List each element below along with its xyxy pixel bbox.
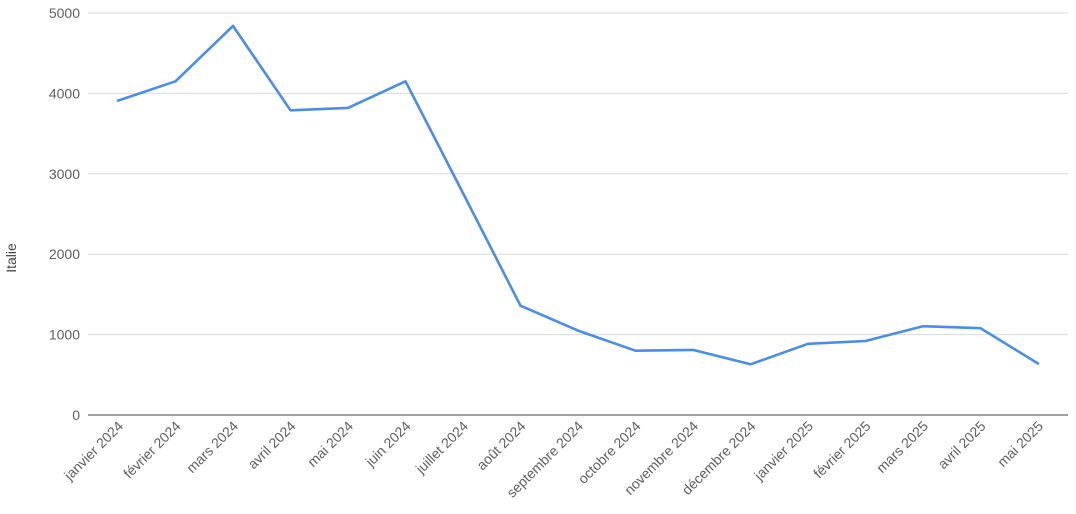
gridlines xyxy=(88,12,1068,416)
y-tick-label: 1000 xyxy=(49,327,80,343)
x-tick-label: mars 2025 xyxy=(873,418,931,476)
x-tick-label: mars 2024 xyxy=(183,418,241,476)
x-tick-label: février 2025 xyxy=(810,418,874,482)
x-tick-label: août 2024 xyxy=(473,418,529,474)
y-axis-title: Italie xyxy=(3,243,19,273)
x-tick-label: juin 2024 xyxy=(361,418,413,470)
x-tick-label: février 2024 xyxy=(120,418,184,482)
y-tick-label: 2000 xyxy=(49,246,80,262)
y-tick-label: 3000 xyxy=(49,166,80,182)
x-tick-label: janvier 2024 xyxy=(60,418,126,484)
x-tick-label: avril 2024 xyxy=(244,418,298,472)
x-tick-label: mai 2024 xyxy=(304,418,356,470)
y-tick-label: 4000 xyxy=(49,85,80,101)
series-line xyxy=(116,24,1040,366)
x-tick-label: juillet 2024 xyxy=(412,418,472,478)
x-tick-label: avril 2025 xyxy=(934,418,988,472)
x-tick-label: janvier 2025 xyxy=(750,418,816,484)
y-tick-label: 0 xyxy=(72,407,80,423)
y-tick-label: 5000 xyxy=(49,5,80,21)
series-lines xyxy=(116,24,1040,366)
y-axis-ticks: 0 1000 2000 3000 4000 5000 xyxy=(49,5,80,423)
x-tick-label: mai 2025 xyxy=(994,418,1046,470)
